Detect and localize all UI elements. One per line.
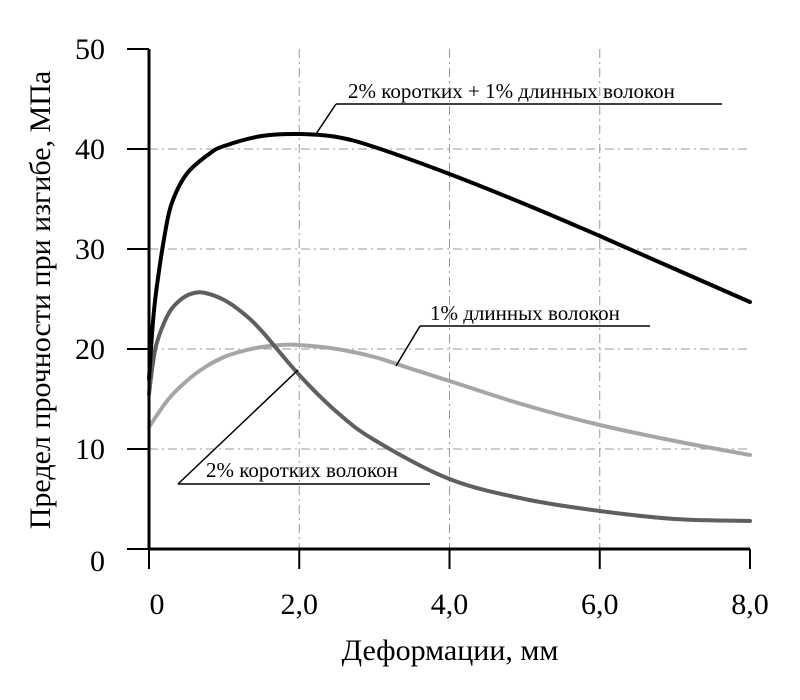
annotation-label-1: 2% коротких + 1% длинных волокон xyxy=(348,79,675,103)
y-tick-label: 40 xyxy=(75,133,105,166)
annotation-leader-3 xyxy=(177,369,299,485)
x-tick-label: 4,0 xyxy=(431,588,469,621)
x-tick-label: 6,0 xyxy=(581,588,619,621)
annotation-label-3: 2% коротких волокон xyxy=(206,458,398,482)
x-axis-title: Деформации, мм xyxy=(342,634,559,667)
grid xyxy=(149,49,750,549)
x-tick-label: 0 xyxy=(150,588,165,621)
y-tick-label: 10 xyxy=(75,433,105,466)
annotation-label-2: 1% длинных волокон xyxy=(430,301,620,325)
y-tick-label: 30 xyxy=(75,233,105,266)
series-line-3 xyxy=(147,290,752,523)
y-axis-title: Предел прочности при изгибе, МПа xyxy=(24,71,57,530)
x-tick-label: 2,0 xyxy=(281,588,319,621)
y-tick-label: 20 xyxy=(75,333,105,366)
ticks: 0 10 20 30 40 50 0 2,0 4,0 6,0 8,0 xyxy=(75,33,769,621)
annotations: 2% коротких + 1% длинных волокон 1% длинн… xyxy=(177,79,722,485)
annotation-leader-1 xyxy=(315,103,337,135)
series-line-1 xyxy=(147,131,752,381)
series-layer xyxy=(147,131,752,523)
y-tick-label: 50 xyxy=(75,33,105,66)
x-tick-label: 8,0 xyxy=(731,588,769,621)
y-tick-label: 0 xyxy=(90,545,105,578)
series-line-2 xyxy=(147,342,752,457)
annotation-leader-2 xyxy=(395,325,421,367)
